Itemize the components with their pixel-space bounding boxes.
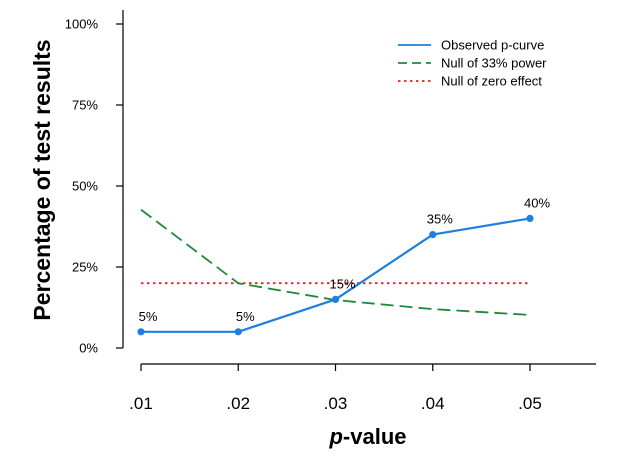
axes [122,10,596,365]
x-tick-label: .02 [226,394,250,413]
data-point [331,295,340,303]
data-label: 40% [524,195,550,210]
data-label: 5% [236,309,255,324]
x-axis-title: p-value [328,424,406,449]
data-label: 35% [427,212,453,227]
x-axis-title-rest: -value [343,424,407,449]
legend-label: Null of 33% power [441,56,547,71]
series-line-observed-p-curve [141,217,531,333]
x-tick-label: .04 [421,394,445,413]
x-ticks: .01 .02 .03 .04 .05 [129,364,542,413]
x-tick-label: .01 [129,394,153,413]
series-layer [137,208,534,336]
data-point [429,231,437,239]
y-tick-label: 0% [79,341,98,356]
y-axis-title: Percentage of test results [29,39,55,320]
data-label: 15% [329,276,355,291]
x-tick-label: .03 [324,394,348,413]
legend-label: Observed p-curve [441,38,544,53]
y-ticks: 0% 25% 50% 75% 100% [65,17,123,356]
y-tick-label: 25% [72,260,98,275]
data-point [234,328,242,336]
x-axis-title-italic: p [328,424,342,449]
data-point [526,214,534,222]
y-tick-label: 100% [65,17,99,32]
legend-label: Null of zero effect [441,74,542,89]
data-labels: 5% 5% 15% 35% 40% [139,195,551,323]
x-tick-label: .05 [518,394,542,413]
legend: Observed p-curve Null of 33% power Null of… [398,38,547,89]
y-tick-label: 50% [72,179,98,194]
y-tick-label: 75% [72,98,98,113]
data-label: 5% [139,309,158,324]
data-point [137,328,145,336]
